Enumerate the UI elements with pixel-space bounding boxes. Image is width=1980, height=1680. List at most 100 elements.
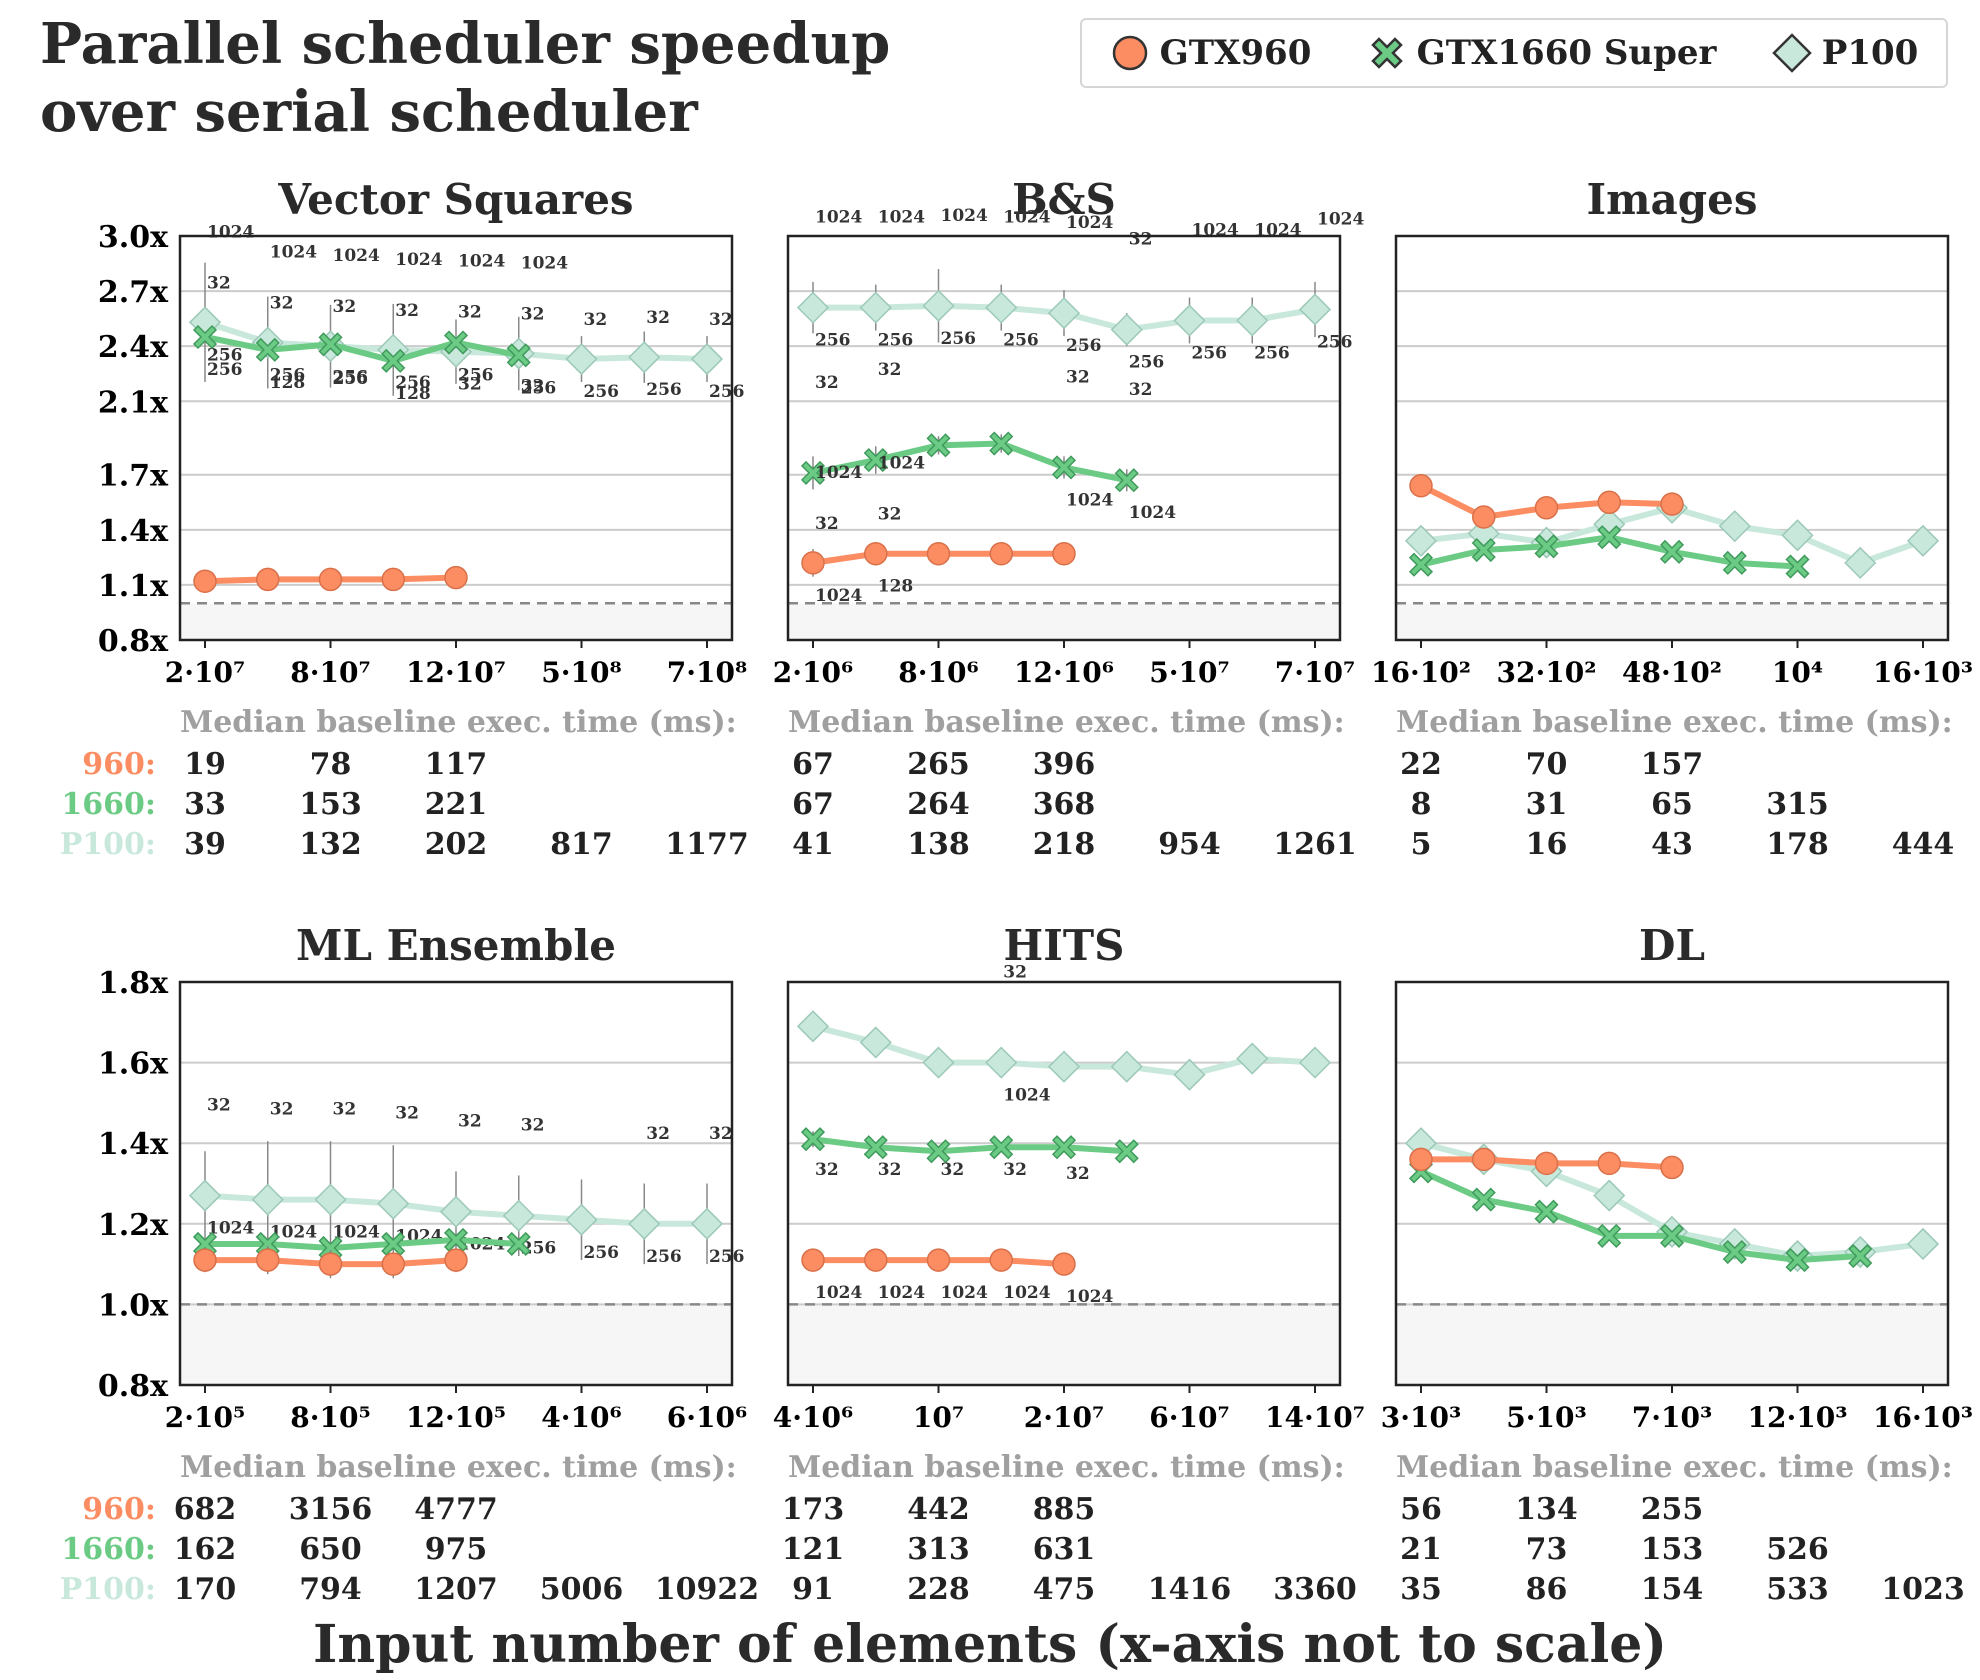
series-gtx1660-super [192, 1227, 531, 1261]
y-tick-label: 0.8x [98, 624, 169, 659]
baseline-row-label: P100: [60, 827, 156, 862]
data-point [1906, 524, 1940, 557]
annotation-bottom: 256 [584, 382, 620, 402]
x-tick-label: 16·10² [1371, 656, 1471, 689]
baseline-value: 650 [299, 1532, 362, 1567]
baseline-row-label: P100: [60, 1572, 156, 1607]
data-point [1409, 1147, 1433, 1172]
annotation-bottom: 1024 [815, 586, 862, 606]
data-point [506, 1231, 531, 1257]
baseline-value: 132 [299, 827, 362, 862]
annotation-top: 32 [709, 1124, 733, 1144]
y-tick-label: 1.7x [98, 459, 169, 494]
annotation-bottom: 1024 [878, 1283, 925, 1303]
data-point [1785, 554, 1810, 579]
baseline-value: 444 [1892, 827, 1955, 862]
baseline-value: 33 [184, 787, 226, 822]
baseline-heading: Median baseline exec. time (ms): [1396, 705, 1953, 740]
data-point [193, 1248, 217, 1272]
legend-item-gtx960: GTX960 [1110, 33, 1311, 73]
baseline-value: 22 [1400, 747, 1442, 782]
annotation-top: 1024 [878, 208, 925, 228]
data-point [565, 1203, 598, 1236]
baseline-value: 3156 [289, 1492, 373, 1527]
data-point [989, 1248, 1013, 1272]
baseline-value: 228 [907, 1572, 970, 1607]
data-point [381, 348, 406, 373]
x-tick-label: 5·10⁷ [1149, 656, 1229, 689]
baseline-value: 1416 [1148, 1572, 1232, 1607]
annotation-top: 1024 [815, 463, 862, 483]
data-point [318, 567, 343, 592]
x-tick-label: 14·10⁷ [1265, 1401, 1365, 1434]
subplot-title: Vector Squares [277, 175, 633, 224]
annotation-bottom: 256 [815, 331, 851, 351]
data-point [796, 291, 830, 324]
x-tick-label: 6·10⁶ [667, 1401, 747, 1434]
subplot-title: ML Ensemble [296, 921, 616, 970]
baseline-value: 264 [907, 787, 970, 822]
baseline-value: 10922 [655, 1572, 759, 1607]
data-point [1844, 546, 1877, 579]
baseline-value: 368 [1033, 787, 1096, 822]
data-point [926, 541, 951, 566]
plot-frame [786, 980, 1342, 1387]
baseline-value: 255 [1641, 1492, 1704, 1527]
data-point [1409, 473, 1433, 498]
x-tick-label: 12·10⁶ [1014, 656, 1114, 689]
series-gtx960 [193, 1245, 468, 1279]
data-point [1047, 1050, 1081, 1083]
annotation-top2: 32 [395, 301, 419, 321]
data-point [1718, 510, 1751, 543]
data-point [863, 1135, 888, 1160]
data-point [188, 1179, 222, 1212]
x-tick-label: 8·10⁵ [290, 1401, 370, 1434]
annotation-top: 1024 [270, 243, 317, 263]
baseline-value: 5 [1411, 827, 1432, 862]
annotation-top: 1024 [395, 250, 442, 270]
data-point [1472, 1147, 1496, 1172]
data-point [796, 1010, 830, 1043]
data-point [922, 1046, 955, 1079]
y-tick-label: 2.1x [98, 385, 169, 420]
annotation-top: 32 [941, 1160, 965, 1180]
baseline-value: 35 [1400, 1572, 1442, 1607]
data-point [1597, 1151, 1621, 1176]
annotation-top: 32 [815, 1160, 839, 1180]
x-tick-label: 12·10⁷ [406, 656, 506, 689]
data-point [377, 1187, 410, 1220]
baseline-value: 86 [1526, 1572, 1568, 1607]
annotation-top: 1024 [1192, 220, 1239, 240]
x-tick-label: 2·10⁷ [165, 656, 245, 689]
x-tick-label: 8·10⁶ [898, 656, 978, 689]
annotation-top: 1024 [1066, 213, 1113, 233]
x-tick-label: 12·10⁵ [406, 1401, 506, 1434]
data-point [926, 1248, 951, 1272]
data-point [690, 1207, 724, 1240]
data-point [1404, 524, 1438, 557]
annotation-top: 32 [878, 1160, 902, 1180]
annotation-bottom: 256 [207, 345, 243, 365]
annotation-bottom: 256 [333, 369, 369, 389]
annotation-bottom: 1024 [1066, 490, 1113, 510]
plot-frame [178, 234, 734, 642]
x-tick-label: 5·10⁸ [541, 656, 621, 689]
baseline-value: 153 [299, 787, 362, 822]
below-baseline-area [180, 1304, 732, 1385]
baseline-value: 121 [782, 1532, 845, 1567]
baseline-value: 162 [174, 1532, 237, 1567]
baseline-heading: Median baseline exec. time (ms): [1396, 1450, 1953, 1485]
data-point [859, 1026, 892, 1059]
baseline-value: 202 [425, 827, 488, 862]
annotation-bottom: 256 [1066, 336, 1102, 356]
annotation-bottom: 256 [878, 331, 914, 351]
x-tick-label: 48·10² [1622, 656, 1722, 689]
baseline-value: 3360 [1273, 1572, 1357, 1607]
annotation-bottom: 256 [270, 366, 306, 386]
data-point [1471, 1187, 1496, 1212]
plot-frame [178, 980, 734, 1387]
annotation-top: 1024 [1003, 208, 1050, 228]
data-point [255, 1231, 280, 1257]
baseline-value: 221 [425, 787, 488, 822]
